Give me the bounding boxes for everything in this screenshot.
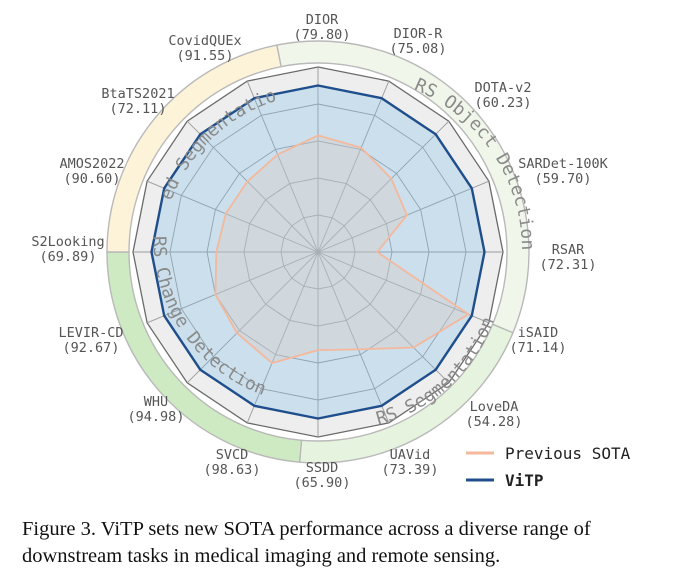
axis-line-sardet-100k: [317, 180, 490, 253]
axis-label-whu: WHU: [144, 394, 168, 410]
legend: Previous SOTA ViTP: [466, 444, 631, 490]
axis-value-amos2022: (90.60): [64, 171, 121, 187]
axis-line-amos2022: [146, 180, 319, 253]
axis-value-sardet-100k: (59.70): [535, 171, 592, 187]
axis-label-svcd: SVCD: [216, 447, 249, 463]
legend-label-vitp: ViTP: [505, 471, 544, 490]
axis-value-dota-v2: (60.23): [475, 95, 532, 111]
axis-value-rsar: (72.31): [540, 257, 597, 273]
axis-line-svcd: [246, 251, 319, 424]
axis-line-dior-r: [317, 80, 390, 253]
axis-value-s2looking: (69.89): [40, 249, 97, 265]
axis-label-levir-cd: LEVIR-CD: [58, 325, 123, 341]
axis-line-isaid: [317, 251, 490, 324]
axis-value-loveda: (54.28): [466, 414, 523, 430]
axis-label-rsar: RSAR: [552, 242, 585, 258]
axis-line-covidquex: [246, 80, 319, 253]
axis-label-dior-r: DIOR-R: [394, 26, 444, 42]
axis-line-btats2021: [186, 120, 319, 253]
axis-line-levir-cd: [146, 251, 319, 324]
axis-value-covidquex: (91.55): [177, 48, 234, 64]
series-previous-sota: [214, 134, 470, 365]
radar-series: [150, 84, 486, 420]
axis-value-dior-r: (75.08): [390, 41, 447, 57]
axis-label-sardet-100k: SARDet-100K: [518, 156, 608, 172]
radar-chart: DIOR(79.80) DIOR-R(75.08) DOTA-v2(60.23) SA…: [0, 0, 631, 491]
axis-line-dota-v2: [317, 120, 450, 253]
axis-label-uavid: UAVid: [390, 447, 431, 463]
axis-value-dior: (79.80): [294, 27, 351, 43]
axis-value-uavid: (73.39): [382, 462, 439, 478]
series-vitp: [150, 84, 486, 420]
axis-label-loveda: LoveDA: [470, 399, 519, 415]
axis-value-isaid: (71.14): [510, 340, 567, 356]
axis-label-dota-v2: DOTA-v2: [475, 80, 532, 96]
axis-value-levir-cd: (92.67): [63, 340, 120, 356]
axis-label-s2looking: S2Looking: [31, 234, 104, 250]
axis-value-whu: (94.98): [128, 409, 185, 425]
figure-caption: Figure 3. ViTP sets new SOTA performance…: [22, 518, 591, 567]
legend-label-previous-sota: Previous SOTA: [505, 444, 631, 463]
axis-value-svcd: (98.63): [204, 462, 261, 478]
axis-label-isaid: iSAID: [518, 325, 559, 341]
axis-label-covidquex: CovidQUEx: [168, 33, 241, 49]
radar-grid: [132, 66, 504, 438]
axis-labels: DIOR(79.80) DIOR-R(75.08) DOTA-v2(60.23) SA…: [31, 12, 608, 491]
axis-label-dior: DIOR: [306, 12, 339, 28]
axis-line-uavid: [317, 251, 390, 424]
category-group-bands: [106, 40, 530, 464]
axis-value-btats2021: (72.11): [110, 101, 167, 117]
axis-label-btats2021: BtaTS2021: [101, 86, 174, 102]
band-med-segmentation: [106, 44, 282, 253]
axis-line-whu: [186, 251, 319, 384]
axis-label-ssdd: SSDD: [306, 460, 339, 476]
axis-value-ssdd: (65.90): [294, 475, 351, 491]
axis-label-amos2022: AMOS2022: [59, 156, 124, 172]
axis-line-loveda: [317, 251, 450, 384]
